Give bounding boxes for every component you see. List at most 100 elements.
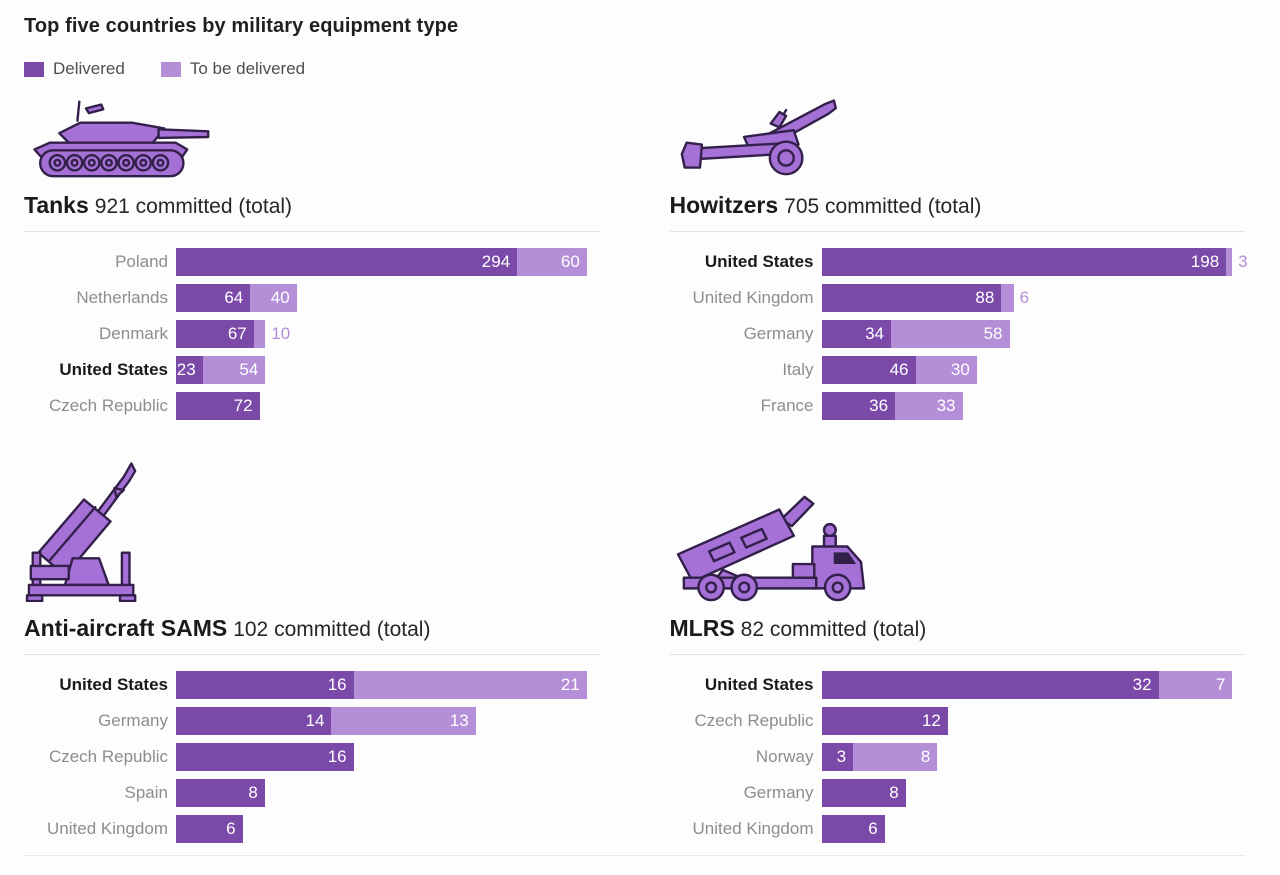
chart-title-row: Anti-aircraft SAMS 102 committed (total) [24,615,600,642]
bar-segment-delivered: 294 [176,248,518,276]
bar-row: United States 32 7 [670,671,1246,699]
to-be-delivered-value-outside: 10 [271,324,291,343]
chart-divider [24,654,600,655]
bar-row: Germany 34 58 [670,320,1246,348]
chart-panel-howitzers: Howitzers 705 committed (total) United St… [669,87,1248,428]
bar-area: 294 60 [176,248,600,276]
bar-rows: United States 198 3 United Kingdom 88 6 German… [670,248,1248,420]
bar-rows: United States 16 21 Germany 14 13 Czech Republ… [24,671,600,843]
country-label: United Kingdom [47,819,168,838]
bar-area: 14 13 [176,707,600,735]
chart-title-row: MLRS 82 committed (total) [670,615,1246,642]
country-label: Netherlands [76,288,168,307]
bar-segment-delivered: 12 [821,707,948,735]
bar-area: 32 7 [821,671,1246,699]
howitzer-icon-box [670,87,1246,179]
country-label: Italy [782,360,814,379]
delivered-value: 6 [226,819,236,838]
bar-segment-to-be-delivered: 30 [915,356,977,384]
chart-panel-tanks: Tanks 921 committed (total) Poland 294 60 Ne… [24,87,600,428]
bar-area: 8 [821,779,1246,807]
bar-row: France 36 33 [670,392,1246,420]
bar-area: 67 10 [176,320,600,348]
legend-label-to-be-delivered: To be delivered [189,59,306,78]
mlrs-icon [676,495,865,602]
bar-segment-delivered: 34 [821,320,891,348]
country-label: United States [59,360,168,379]
country-label: Czech Republic [48,747,168,766]
bar-row: United States 198 3 [670,248,1248,276]
bottom-divider [24,855,1245,856]
bar-rows: Poland 294 60 Netherlands 64 40 Denmark 67 10 Uni… [24,248,600,420]
delivered-value: 16 [327,675,347,694]
bar-area: 46 30 [821,356,1246,384]
bar-area: 6 [821,815,1246,843]
legend-item-delivered: Delivered [24,59,125,79]
bar-segment-delivered: 6 [176,815,243,843]
bar-segment-delivered: 16 [176,743,354,771]
delivered-value: 8 [248,783,258,802]
bar-row: Germany 8 [670,779,1246,807]
delivered-value: 88 [975,288,995,307]
country-label: Czech Republic [48,396,168,415]
sam-launcher-icon [25,462,137,602]
country-label: Norway [755,747,814,766]
country-label: Denmark [99,324,168,343]
to-be-delivered-swatch-icon [160,61,181,77]
delivered-value: 36 [869,396,889,415]
bar-segment-delivered: 72 [176,392,260,420]
country-label: Poland [115,252,168,271]
to-be-delivered-value: 54 [239,360,259,379]
bar-segment-delivered: 46 [821,356,916,384]
bar-area: 72 [176,392,600,420]
bar-segment-to-be-delivered: 33 [895,392,963,420]
tank-icon-box [24,87,600,179]
delivered-value: 14 [305,711,325,730]
bar-segment-to-be-delivered: 21 [353,671,587,699]
page-title: Top five countries by military equipment… [24,15,459,37]
country-label: United States [704,675,814,694]
mlrs-icon-box [670,452,1246,602]
to-be-delivered-value: 60 [560,252,580,271]
bar-row: Poland 294 60 [24,248,600,276]
bar-segment-to-be-delivered: 60 [517,248,587,276]
bar-segment-delivered: 36 [821,392,896,420]
delivered-value: 64 [224,288,244,307]
bar-segment-to-be-delivered: 7 [1158,671,1233,699]
country-label: United Kingdom [692,288,814,307]
delivered-value: 32 [1132,675,1152,694]
bar-area: 16 21 [176,671,600,699]
chart-title: MLRS [669,615,735,641]
chart-title: Howitzers [669,192,779,218]
bar-area: 36 33 [821,392,1246,420]
to-be-delivered-value: 13 [449,711,469,730]
bar-area: 88 6 [821,284,1246,312]
bar-segment-delivered: 198 [821,248,1227,276]
to-be-delivered-value: 33 [936,396,956,415]
delivered-value: 72 [233,396,253,415]
charts-grid: Tanks 921 committed (total) Poland 294 60 Ne… [24,87,1248,851]
bar-row: Norway 3 8 [670,743,1246,771]
bar-segment-delivered: 32 [821,671,1159,699]
bar-row: Czech Republic 72 [24,392,600,420]
bar-area: 23 54 [176,356,600,384]
bar-area: 64 40 [176,284,600,312]
bar-rows: United States 32 7 Czech Republic 12 Norway 3 8… [670,671,1246,843]
sam-launcher-icon-box [24,452,600,602]
bar-area: 16 [176,743,600,771]
legend-label-delivered: Delivered [53,59,125,78]
bar-row: United States 16 21 [24,671,600,699]
bar-row: Czech Republic 12 [670,707,1246,735]
bar-segment-to-be-delivered: 54 [202,356,266,384]
country-label: United States [59,675,168,694]
bar-segment-delivered: 64 [176,284,251,312]
country-label: Germany [98,711,168,730]
delivered-value: 12 [921,711,941,730]
chart-subtitle: 921 committed (total) [94,195,293,218]
bar-row: Germany 14 13 [24,707,600,735]
legend-item-to-be-delivered: To be delivered [160,59,306,79]
bar-area: 12 [821,707,1246,735]
country-label: Czech Republic [694,711,814,730]
bar-segment-to-be-delivered: 58 [890,320,1010,348]
